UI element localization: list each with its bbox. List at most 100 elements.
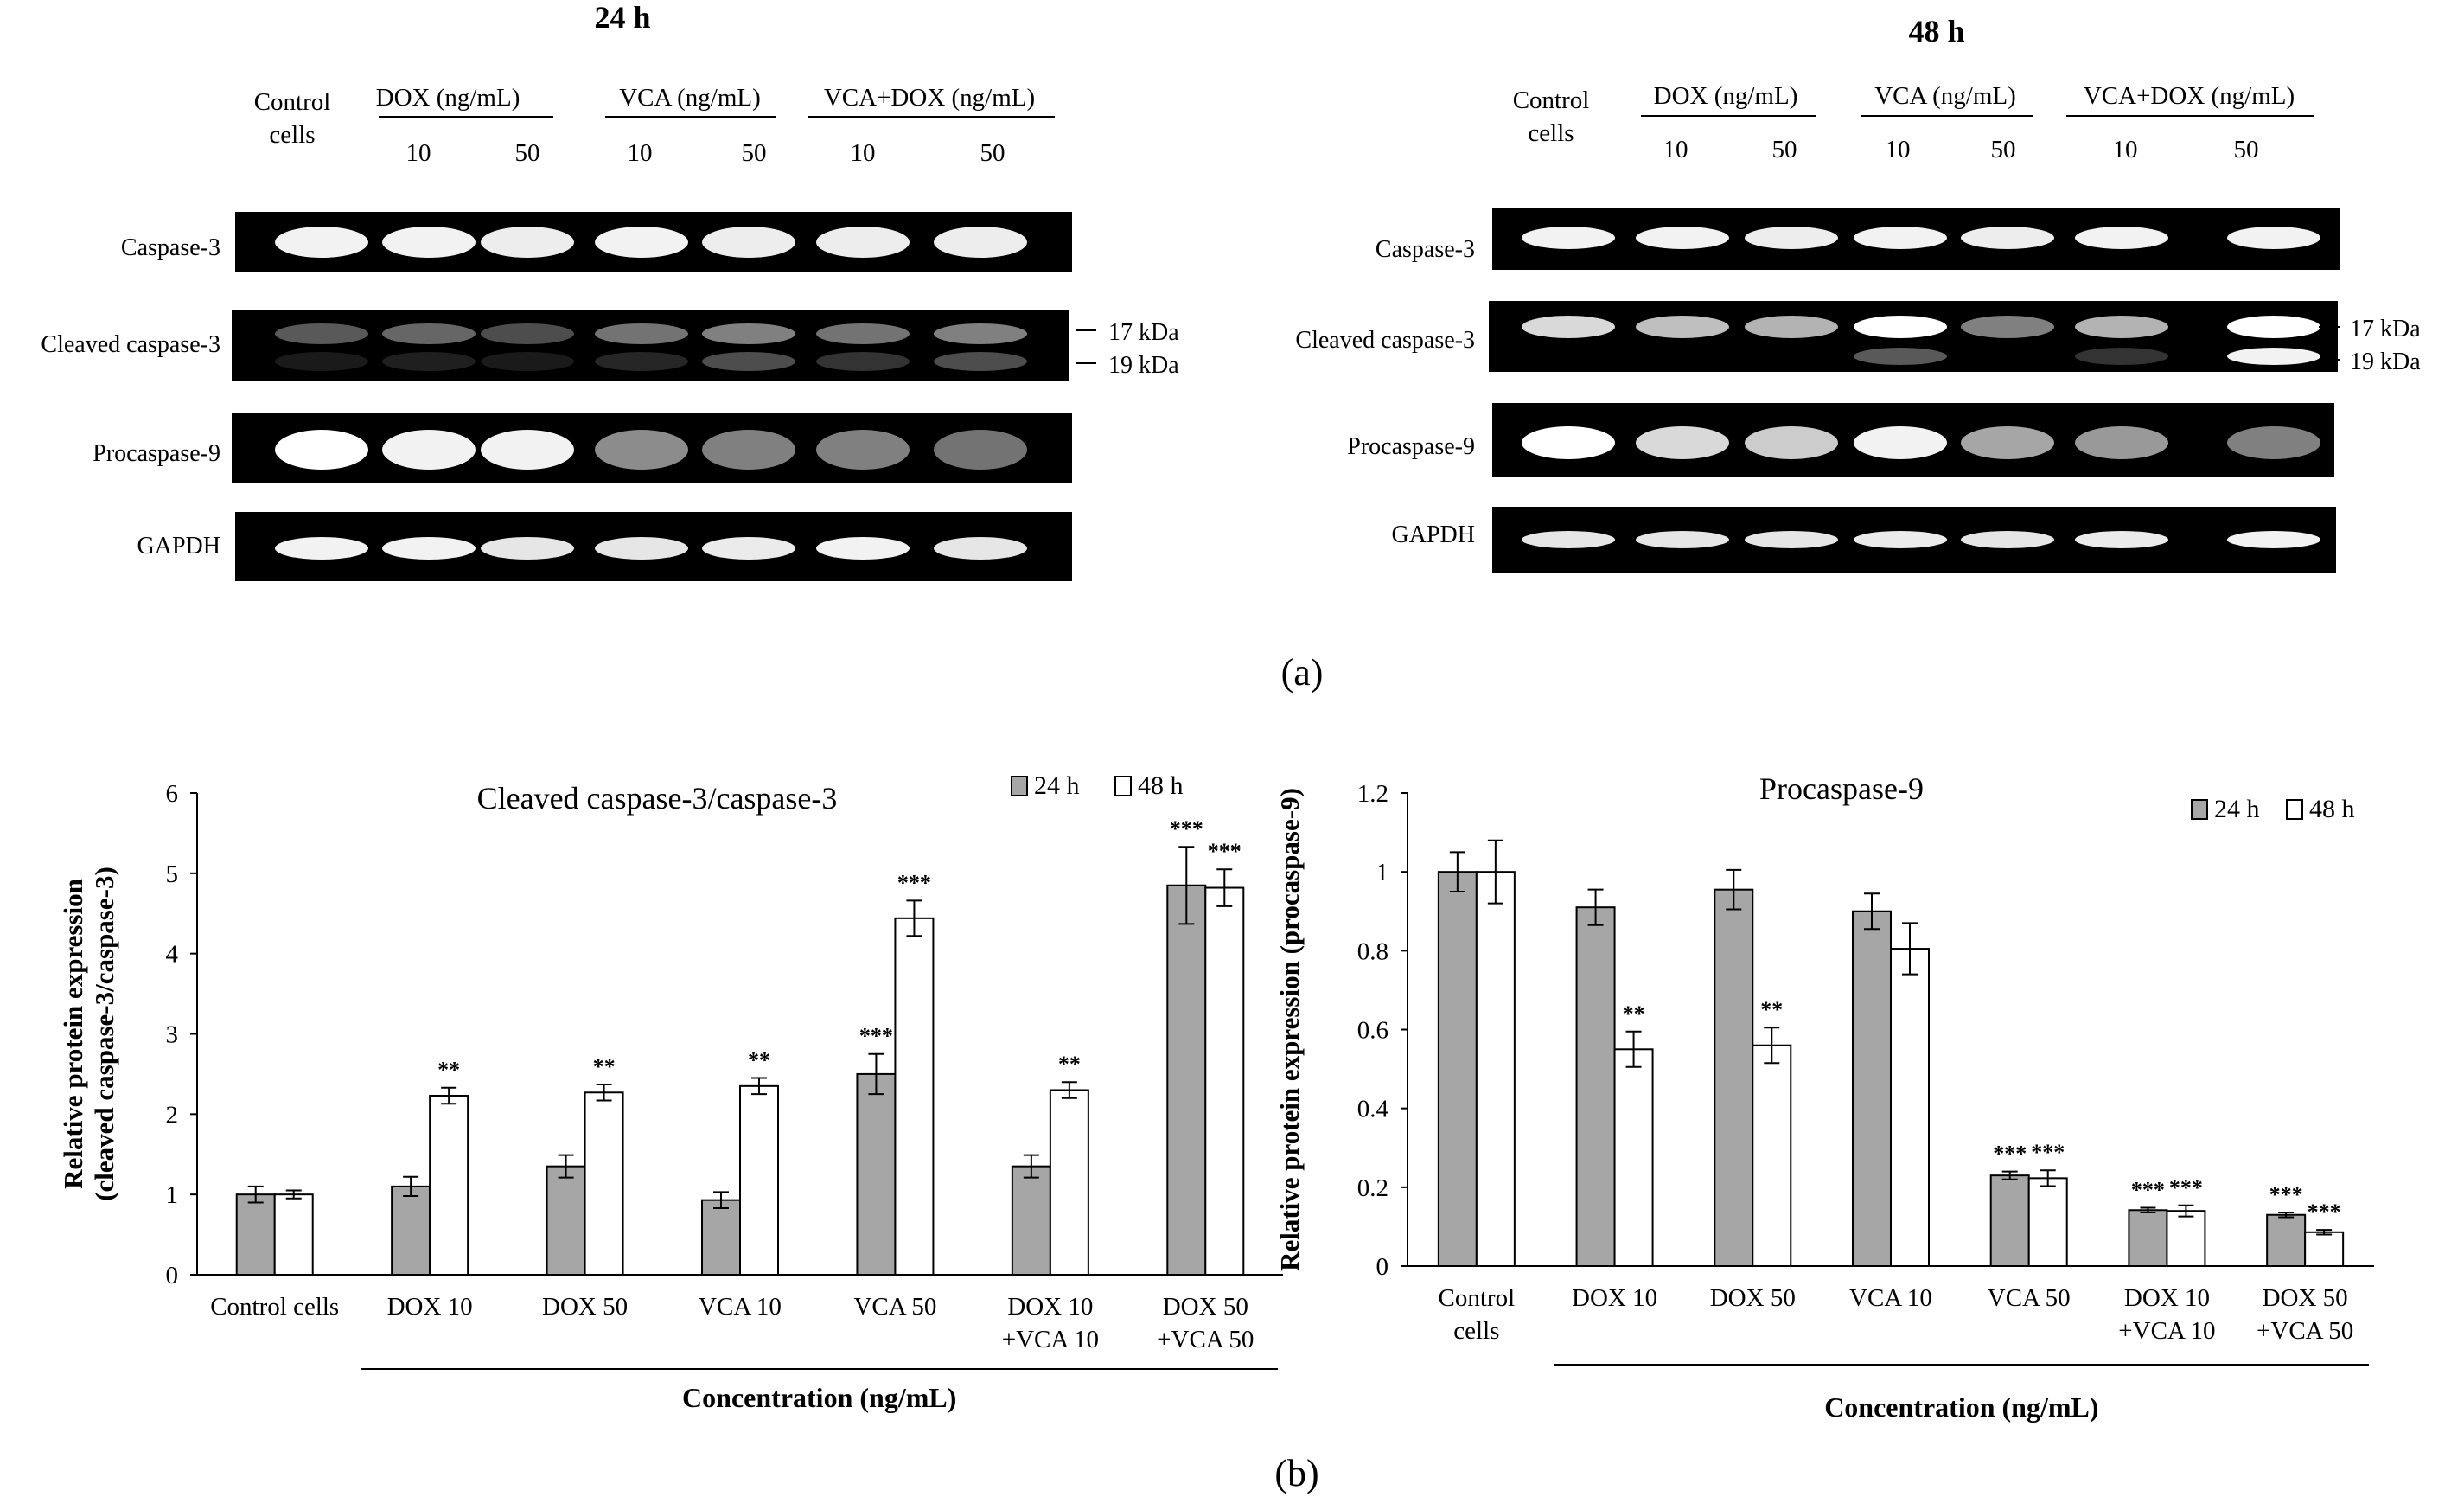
bar-24h-0	[235, 1193, 276, 1276]
blot-24h-band	[595, 430, 688, 470]
y-tick-label: 0	[1376, 1253, 1389, 1281]
blot-48h-band	[1745, 227, 1838, 249]
significance-label: **	[1058, 1052, 1081, 1077]
x-tick-label: DOX 50	[542, 1293, 628, 1321]
bar-24h-6	[2266, 1213, 2307, 1268]
blot-48h-band	[2227, 426, 2320, 459]
bar-48h-0	[273, 1193, 314, 1276]
blot-48h-band	[1854, 426, 1947, 459]
blot-48h-row-label: Caspase-3	[1376, 236, 1475, 263]
blot-24h-band	[702, 430, 795, 470]
blot-48h-band	[1522, 426, 1615, 459]
blot-48h-band	[2075, 316, 2168, 338]
blot-24h-dose: 50	[980, 139, 1005, 167]
chart-title: Cleaved caspase-3/caspase-3	[477, 781, 838, 816]
x-tick-label: VCA 10	[1849, 1284, 1932, 1312]
blot-24h-band	[382, 227, 476, 258]
panel-b-caption: (b)	[1274, 1452, 1318, 1494]
blot-48h-band	[1961, 426, 2054, 459]
blot-24h-dose: 50	[742, 139, 767, 167]
y-tick-label: 1.2	[1357, 780, 1388, 808]
blot-48h-band	[2075, 227, 2168, 249]
y-axis-label: (cleaved caspase-3/caspase-3)	[89, 867, 119, 1201]
x-tick-label: DOX 10	[1007, 1293, 1093, 1321]
bar-48h-6	[2304, 1231, 2345, 1268]
blot-24h-band	[275, 323, 368, 344]
y-axis-label: Relative protein expression (procaspase-…	[1274, 788, 1305, 1271]
blot-48h-band	[1854, 316, 1947, 338]
x-tick-label: DOX 50	[1710, 1284, 1796, 1312]
legend-label: 24 h	[2214, 795, 2260, 823]
blot-24h-band	[816, 227, 910, 258]
blot-24h-dose: 10	[628, 139, 653, 167]
y-tick-label: 3	[166, 1021, 179, 1049]
blot-24h-blot-strip	[232, 310, 1069, 381]
blot-48h-marker: 17 kDa	[2350, 316, 2421, 342]
blot-48h-row-label: GAPDH	[1392, 521, 1475, 548]
x-tick-label: Control	[1439, 1284, 1516, 1312]
significance-label: **	[593, 1054, 616, 1079]
blot-48h-band	[2227, 531, 2320, 548]
blot-24h-group-label: VCA (ng/mL)	[619, 84, 761, 112]
blot-24h-band	[816, 323, 910, 344]
panel-a-caption: (a)	[1281, 651, 1324, 694]
blot-24h-dose: 50	[515, 139, 540, 167]
y-tick-label: 4	[166, 941, 179, 969]
blot-24h-band	[595, 537, 688, 560]
y-tick-label: 0.2	[1357, 1174, 1388, 1202]
significance-label: ***	[2169, 1175, 2203, 1200]
bar-48h-5	[2166, 1210, 2206, 1268]
y-axis-label: Relative protein expression	[58, 879, 88, 1189]
blot-24h-band	[382, 323, 476, 344]
blot-24h-band	[275, 430, 368, 470]
bar-24h-1	[391, 1185, 431, 1276]
blot-48h-band	[1636, 426, 1729, 459]
x-tick-label: VCA 50	[853, 1293, 936, 1321]
blot-24h-band	[481, 323, 574, 344]
blot-24h-dose: 10	[406, 139, 431, 167]
blot-48h-band	[1961, 227, 2054, 249]
blot-24h-band	[934, 537, 1027, 560]
blot-24h-band	[702, 227, 795, 258]
blot-48h-dose: 50	[2234, 136, 2259, 163]
blot-48h-dose: 10	[1663, 136, 1688, 163]
bar-24h-3	[1852, 910, 1892, 1267]
y-tick-label: 6	[166, 780, 179, 808]
blot-48h-band	[1745, 426, 1838, 459]
blot-48h-band	[1961, 531, 2054, 548]
blot-24h-control-label: Control	[254, 88, 331, 116]
bar-48h-4	[2027, 1177, 2068, 1267]
blot-24h-row-label: Procaspase-9	[93, 440, 220, 467]
legend-swatch	[2191, 799, 2208, 820]
blot-48h-group-label: VCA+DOX (ng/mL)	[2084, 82, 2295, 110]
blot-48h-group-label: DOX (ng/mL)	[1654, 82, 1798, 110]
blot-24h-band	[934, 323, 1027, 344]
blot-24h-marker: 19 kDa	[1108, 352, 1179, 379]
bar-48h-0	[1475, 871, 1516, 1268]
blot-24h-control-label: cells	[269, 121, 315, 149]
blot-24h-band	[816, 352, 910, 371]
bar-48h-5	[1049, 1089, 1089, 1276]
blot-24h-band	[275, 537, 368, 560]
blot-48h-band	[2075, 348, 2168, 365]
blot-24h-band	[481, 227, 574, 258]
blot-24h-band	[702, 352, 795, 371]
blot-48h-group-label: VCA (ng/mL)	[1874, 82, 2016, 110]
blot-48h-band	[1854, 348, 1947, 365]
legend-swatch	[2286, 799, 2303, 820]
y-tick-label: 0.4	[1357, 1096, 1389, 1123]
y-tick-label: 2	[166, 1101, 179, 1129]
blot-24h-band	[275, 352, 368, 371]
x-tick-label: DOX 50	[2263, 1284, 2348, 1312]
bar-24h-0	[1437, 871, 1478, 1268]
blot-24h-band	[595, 323, 688, 344]
blot-48h-dose: 10	[2113, 136, 2138, 163]
blot-24h-band	[595, 352, 688, 371]
significance-label: ***	[2269, 1182, 2303, 1207]
y-tick-label: 0.8	[1357, 937, 1388, 965]
legend-swatch	[1114, 776, 1132, 796]
blot-48h-strips	[1489, 208, 2340, 573]
x-tick-label: +VCA 50	[2257, 1317, 2353, 1345]
bar-48h-3	[1890, 948, 1930, 1268]
blot-24h-dose: 10	[851, 139, 876, 167]
